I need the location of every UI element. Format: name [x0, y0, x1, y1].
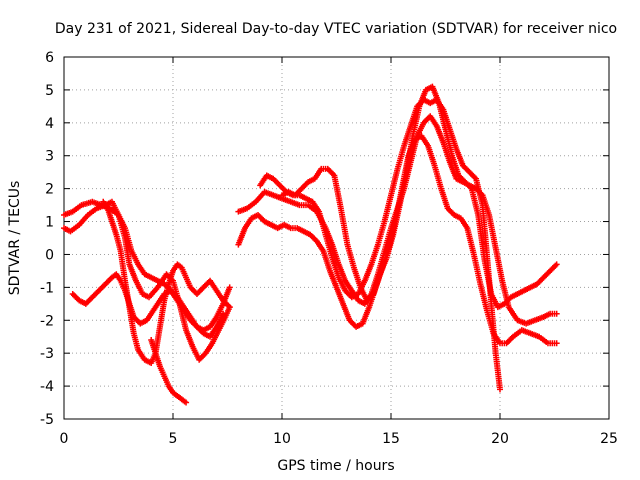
x-tick-label-3: 15	[382, 431, 400, 447]
y-tick-label-8: 3	[45, 149, 54, 165]
data-series	[61, 83, 560, 406]
y-tick-label-0: -5	[40, 412, 54, 428]
point-track-g-330	[553, 310, 560, 317]
x-tick-label-2: 10	[273, 431, 291, 447]
series-track-c	[69, 271, 227, 340]
point-track-f-346	[553, 340, 560, 347]
y-tick-label-9: 4	[45, 116, 54, 132]
point-track-c-129	[220, 310, 227, 317]
x-tick-label-5: 25	[600, 431, 618, 447]
point-track-i-359	[553, 261, 560, 268]
y-axis-label: SDTVAR / TECUs	[7, 181, 23, 296]
series-track-e	[148, 337, 190, 406]
point-track-e-37	[183, 399, 190, 406]
x-tick-label-4: 20	[491, 431, 509, 447]
y-tick-label-7: 2	[45, 182, 54, 198]
y-tick-label-11: 6	[45, 50, 54, 66]
tick-labels: 0 5 10 15 20 25 -5 -4 -3 -2 -1 0 1 2 3 4 5 6	[40, 50, 618, 447]
point-track-a-132	[226, 284, 233, 291]
y-tick-label-3: -2	[40, 313, 54, 329]
axis-ticks	[63, 56, 610, 420]
series-track-i	[279, 83, 560, 311]
point-track-h-340	[497, 386, 503, 393]
y-tick-label-10: 5	[45, 83, 54, 99]
series-track-f	[235, 132, 560, 347]
x-axis-label: GPS time / hours	[277, 458, 394, 474]
plot-frame	[63, 56, 610, 420]
chart-title: Day 231 of 2021, Sidereal Day-to-day VTE…	[55, 21, 617, 37]
y-tick-label-6: 1	[45, 215, 54, 231]
y-tick-label-4: -1	[40, 280, 54, 296]
x-tick-label-1: 5	[169, 431, 178, 447]
y-tick-label-2: -3	[40, 346, 54, 362]
y-tick-label-1: -4	[40, 379, 54, 395]
grid-lines	[63, 56, 610, 420]
series-track-h	[257, 96, 503, 393]
y-tick-label-5: 0	[45, 247, 54, 263]
x-tick-label-0: 0	[60, 431, 69, 447]
point-track-d-179	[226, 304, 233, 311]
